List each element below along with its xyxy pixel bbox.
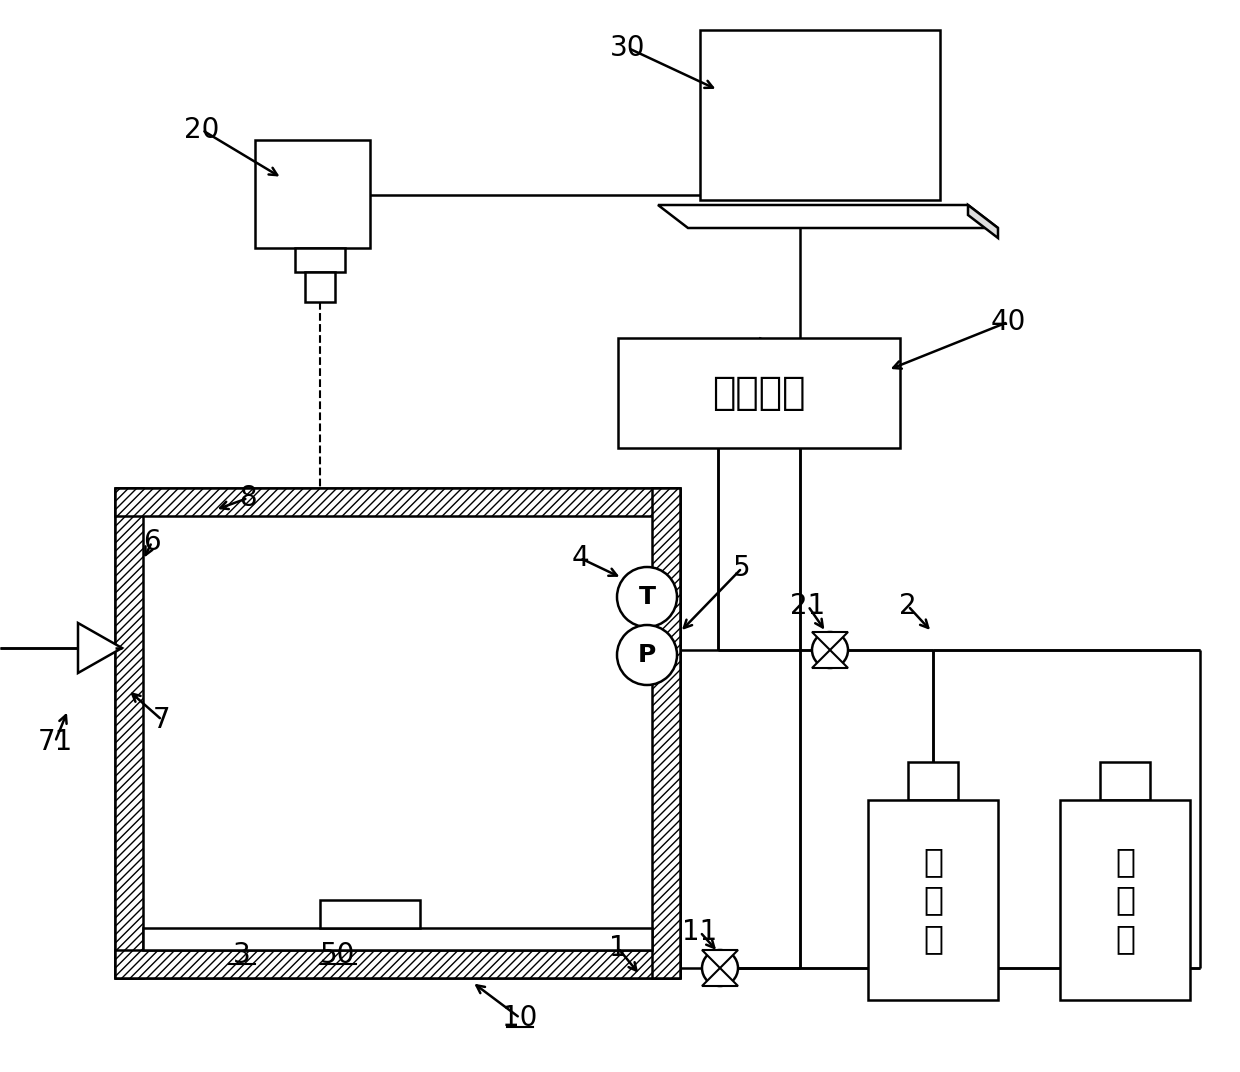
Text: 8: 8: [239, 483, 257, 512]
Text: 液
氮
罐: 液 氮 罐: [1115, 846, 1135, 955]
Text: P: P: [637, 643, 656, 667]
Bar: [868, 800, 998, 1000]
Polygon shape: [78, 623, 122, 673]
Polygon shape: [658, 205, 998, 228]
Text: 7: 7: [154, 706, 171, 734]
Text: 40: 40: [991, 308, 1025, 336]
Text: T: T: [639, 585, 656, 609]
Bar: [618, 338, 900, 448]
Bar: [143, 928, 652, 950]
Text: 1: 1: [609, 934, 626, 962]
Bar: [652, 488, 680, 978]
Bar: [255, 140, 370, 248]
Bar: [305, 272, 335, 302]
Circle shape: [812, 632, 848, 668]
Polygon shape: [812, 632, 848, 650]
Circle shape: [618, 567, 677, 627]
Bar: [320, 900, 420, 928]
Text: 10: 10: [502, 1004, 538, 1032]
Bar: [115, 488, 680, 516]
Bar: [908, 762, 959, 800]
Polygon shape: [812, 650, 848, 668]
Text: 71: 71: [37, 728, 73, 756]
Circle shape: [702, 950, 738, 986]
Text: 5: 5: [733, 554, 750, 582]
Text: 6: 6: [143, 528, 161, 556]
Text: 30: 30: [610, 34, 646, 62]
Text: 11: 11: [682, 918, 718, 946]
Circle shape: [618, 625, 677, 685]
Text: 21: 21: [790, 592, 826, 620]
Bar: [295, 248, 345, 272]
Polygon shape: [968, 205, 998, 238]
Text: 2: 2: [899, 592, 916, 620]
Bar: [1100, 762, 1149, 800]
Bar: [701, 30, 940, 200]
Text: 控温装置: 控温装置: [712, 374, 806, 412]
Polygon shape: [702, 968, 738, 986]
Bar: [1060, 800, 1190, 1000]
Text: 20: 20: [185, 116, 219, 144]
Bar: [115, 488, 143, 978]
Text: 氮
气
罐: 氮 气 罐: [923, 846, 942, 955]
Bar: [143, 516, 652, 950]
Text: 50: 50: [320, 941, 356, 969]
Polygon shape: [702, 950, 738, 968]
Text: 4: 4: [572, 544, 589, 572]
Bar: [115, 950, 680, 978]
Bar: [143, 516, 652, 928]
Text: 3: 3: [233, 941, 250, 969]
